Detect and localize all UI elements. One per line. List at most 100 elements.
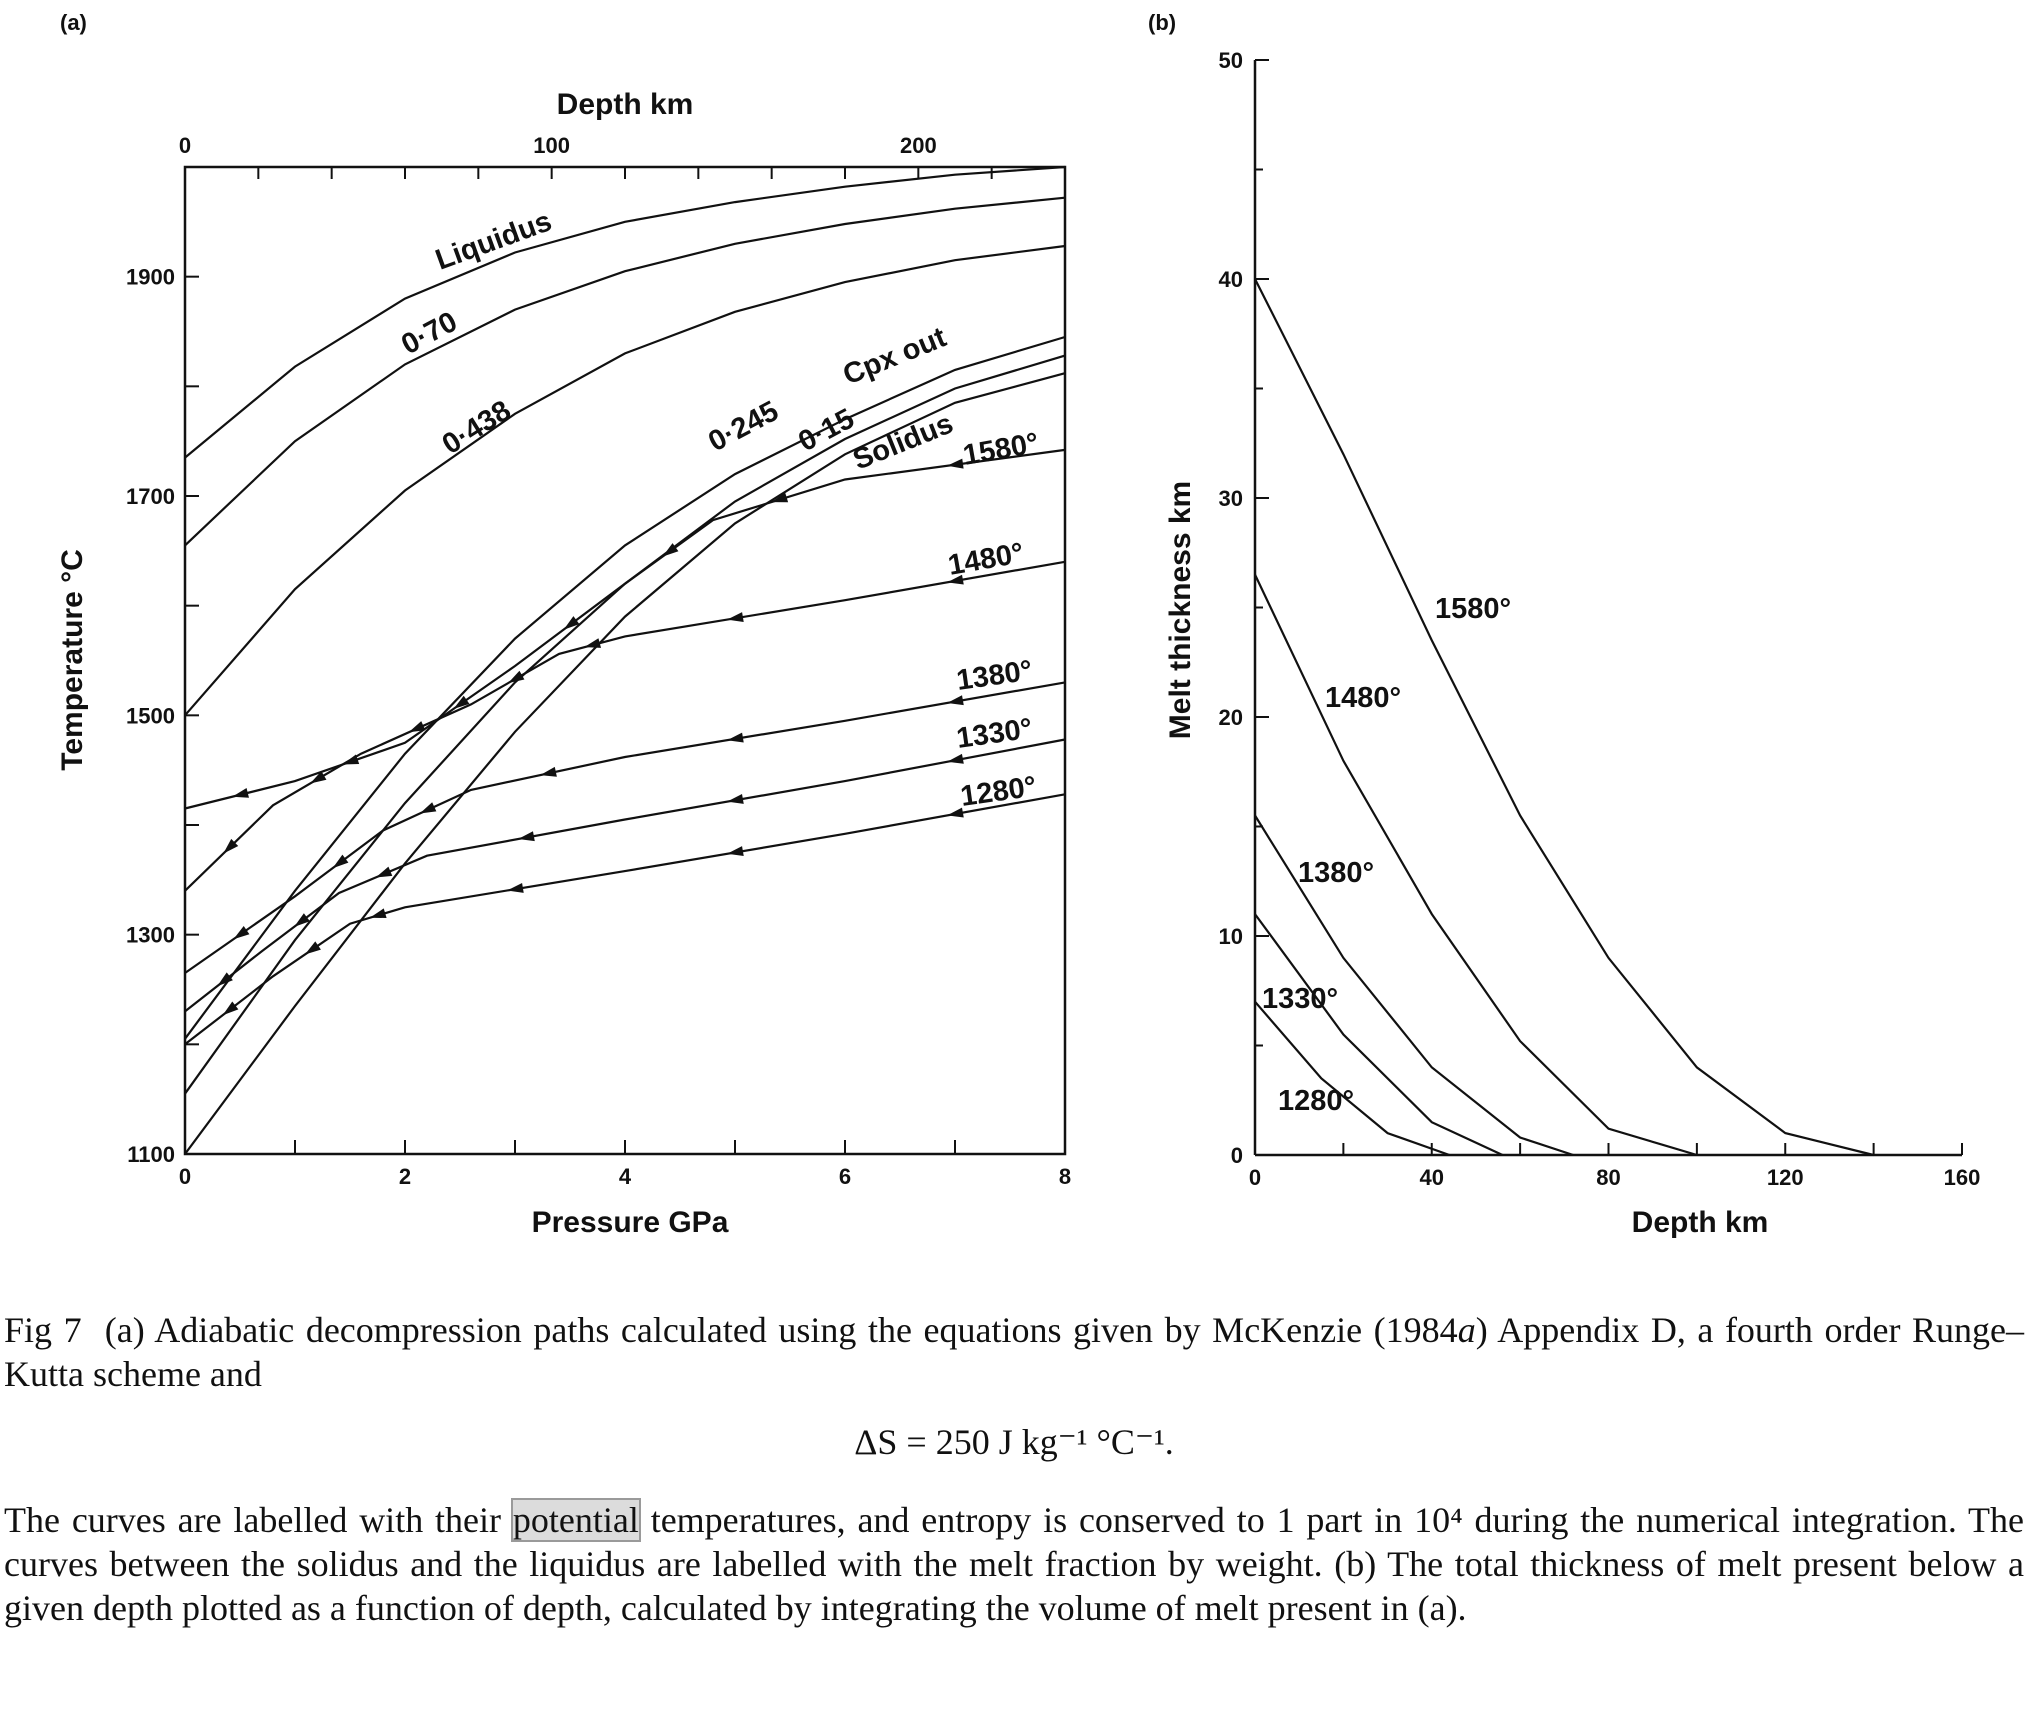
b-x-tick-label: 0 — [1249, 1165, 1261, 1190]
b-x-tick-label: 120 — [1767, 1165, 1804, 1190]
a-x-tick-label: 4 — [619, 1164, 632, 1189]
phase-curve-1 — [184, 196, 1066, 547]
panel-b-y-ticks: 0 10 20 30 40 50 — [1219, 48, 1269, 1168]
adiabat-arrow — [518, 831, 535, 842]
melt-curve-1 — [1254, 574, 1698, 1157]
b-y-tick-label: 30 — [1219, 486, 1243, 511]
a-x-tick-label: 0 — [179, 1164, 191, 1189]
panel-a-y-axis-label: Temperature °C — [56, 549, 89, 771]
a-x-tick-label: 8 — [1059, 1164, 1071, 1189]
panel-a-top-ticks: 0 100 200 — [179, 133, 1066, 179]
adiabat-arrow — [947, 458, 964, 469]
adiabat-arrow — [727, 793, 744, 804]
caption-2-post: temperatures, and entropy is conserved t… — [4, 1500, 2025, 1584]
adiabat-arrow — [217, 972, 233, 987]
panel-a-tag: (a) — [60, 10, 87, 35]
adiabat-arrow — [947, 753, 964, 764]
phase-curve-2 — [184, 244, 1066, 717]
panel-a-frame — [183, 165, 1067, 1156]
a-top-tick-label: 200 — [900, 133, 937, 158]
label-liquidus: Liquidus — [431, 205, 555, 276]
a-y-tick-label: 1100 — [127, 1142, 175, 1167]
adiabat-arrow — [584, 638, 602, 648]
label-b-1580: 1580° — [1435, 593, 1511, 625]
adiabat-arrow — [304, 941, 321, 955]
adiabat-arrow — [947, 807, 964, 818]
panel-b-x-ticks: 0 40 80 120 160 — [1249, 1143, 1980, 1190]
a-x-tick-label: 2 — [399, 1164, 411, 1189]
adiabat-arrow — [727, 846, 744, 856]
b-x-tick-label: 40 — [1420, 1165, 1444, 1190]
melt-curve-0 — [1254, 278, 1874, 1157]
a-y-tick-label: 1700 — [126, 484, 175, 509]
b-x-tick-label: 160 — [1944, 1165, 1981, 1190]
label-b-1480: 1480° — [1325, 682, 1401, 714]
panel-a-phase-curves — [184, 165, 1066, 1155]
label-1480: 1480° — [946, 537, 1027, 582]
panel-a-x-ticks: 0 2 4 6 8 — [179, 1140, 1071, 1189]
phase-curve-6 — [184, 372, 1066, 1155]
panel-a-x-axis-label: Pressure GPa — [532, 1206, 729, 1239]
b-y-tick-label: 20 — [1219, 705, 1243, 730]
melt-curve-2 — [1254, 814, 1574, 1157]
figure-label: Fig 7 — [4, 1310, 82, 1350]
melt-curve-4 — [1254, 1000, 1450, 1157]
label-1580: 1580° — [961, 427, 1042, 472]
adiabat-4 — [184, 793, 1066, 1046]
caption-1-italic: a — [1457, 1310, 1476, 1350]
caption-1-pre: (a) Adiabatic decompression paths calcul… — [104, 1310, 1458, 1350]
adiabat-2 — [184, 681, 1066, 974]
phase-curve-5 — [184, 354, 1066, 1095]
adiabat-arrow — [508, 670, 525, 684]
melt-curve-3 — [1254, 913, 1503, 1156]
label-1280: 1280° — [959, 771, 1039, 813]
label-cpx-out: Cpx out — [839, 321, 951, 391]
a-y-tick-label: 1300 — [126, 923, 175, 948]
adiabat-arrow — [332, 854, 349, 869]
panel-a-adiabats — [184, 448, 1066, 1046]
adiabat-arrow — [662, 543, 679, 557]
panel-a-curve-labels: Liquidus 0·70 0·438 0·245 Cpx out 0·15 S… — [396, 205, 1041, 813]
a-y-tick-label: 1900 — [126, 265, 175, 290]
label-b-1330: 1330° — [1262, 983, 1338, 1015]
adiabat-arrow — [232, 788, 249, 798]
caption-2-pre: The curves are labelled with their — [4, 1500, 502, 1540]
adiabat-arrow — [507, 882, 524, 893]
a-y-tick-label: 1500 — [126, 703, 175, 728]
a-x-tick-label: 6 — [839, 1164, 851, 1189]
b-y-tick-label: 40 — [1219, 267, 1243, 292]
panel-a-top-axis-label: Depth km — [557, 88, 694, 121]
panel-b-tag: (b) — [1148, 10, 1176, 35]
panel-b-y-axis-label: Melt thickness km — [1164, 481, 1197, 739]
adiabat-arrow — [310, 771, 327, 784]
adiabat-arrow — [222, 1001, 239, 1016]
adiabat-arrow — [727, 732, 744, 743]
adiabat-arrow — [563, 616, 580, 630]
a-top-tick-label: 100 — [533, 133, 570, 158]
adiabat-arrow — [369, 908, 387, 918]
b-y-tick-label: 50 — [1219, 48, 1243, 73]
panel-b-curve-labels: 1580° 1480° 1380° 1330° 1280° — [1262, 593, 1511, 1117]
adiabat-arrow — [453, 695, 470, 709]
adiabat-arrow — [540, 766, 557, 777]
highlighted-word[interactable]: potential — [510, 1498, 641, 1542]
adiabat-arrow — [375, 866, 393, 878]
adiabat-arrow — [947, 695, 964, 706]
caption-paragraph-2: The curves are labelled with their poten… — [4, 1498, 2024, 1630]
label-b-1380: 1380° — [1298, 857, 1374, 889]
adiabat-arrow — [408, 721, 426, 733]
adiabat-1 — [184, 560, 1066, 892]
phase-curve-3 — [184, 335, 1066, 1040]
caption-3: (b) The total thickness of melt present … — [4, 1544, 2025, 1628]
caption-1-post: ) Appendix D, a fourth order Runge–Kutta… — [4, 1310, 2025, 1394]
b-y-tick-label: 0 — [1231, 1143, 1243, 1168]
adiabat-arrow — [727, 612, 744, 622]
b-x-tick-label: 80 — [1596, 1165, 1620, 1190]
panel-a: (a) Depth km 0 100 200 0 2 4 6 8 1100 1300 1500 1… — [56, 10, 1071, 1239]
label-0-245: 0·245 — [703, 395, 784, 458]
adiabat-arrow — [771, 492, 789, 503]
adiabat-arrow — [419, 802, 437, 814]
adiabat-arrow — [223, 838, 239, 854]
adiabat-arrow — [294, 913, 310, 927]
